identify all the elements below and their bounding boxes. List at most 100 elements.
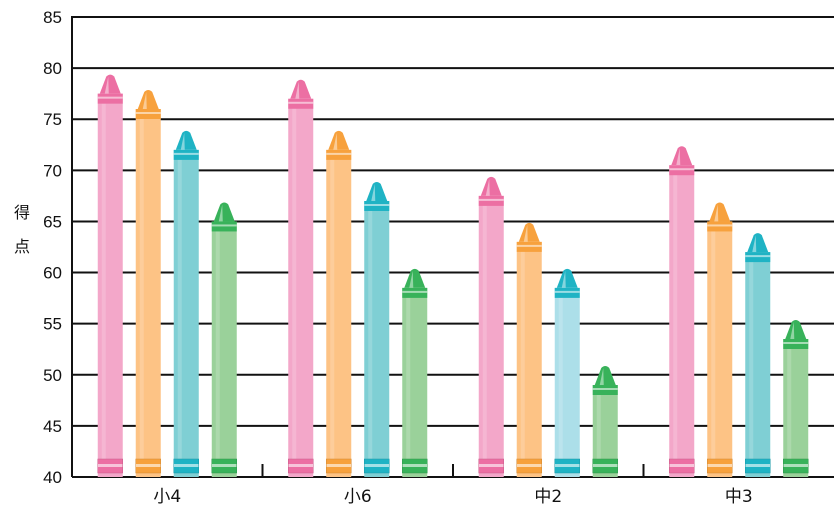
- crayon-bottom-band-edge: [783, 458, 809, 474]
- crayon-tip: [556, 268, 578, 288]
- crayon-bottom-band-edge: [592, 458, 618, 474]
- crayon-shine: [787, 343, 792, 473]
- y-tick-label-70: 70: [43, 161, 62, 180]
- crayon-tip-shine: [676, 148, 681, 166]
- crayon-bottom-band-stripe: [173, 464, 199, 467]
- crayon-bar-2-2: [554, 268, 580, 477]
- crayon-shine: [215, 225, 220, 473]
- crayon-tip-shine: [752, 235, 757, 253]
- crayon-tip: [328, 130, 350, 150]
- crayon-tip-shine: [523, 224, 528, 242]
- crayon-body: [554, 287, 580, 477]
- crayon-body: [173, 149, 199, 477]
- crayon-body: [288, 98, 314, 478]
- crayon-tip-shine: [142, 92, 147, 109]
- crayon-top-band-stripe: [554, 290, 580, 293]
- crayon-body: [326, 149, 352, 477]
- crayon-top-band-stripe: [402, 290, 428, 293]
- crayon-body: [516, 241, 542, 477]
- crayon-tip-shine: [485, 178, 490, 196]
- x-tick-label-0: 小4: [153, 487, 181, 507]
- crayon-bottom-band-stripe: [364, 464, 390, 467]
- crayon-body: [745, 252, 771, 477]
- axis-layer: [71, 16, 834, 478]
- crayon-tip-shine: [714, 204, 719, 222]
- crayon-bottom-band-edge: [669, 458, 695, 474]
- y-tick-label-85: 85: [43, 8, 62, 27]
- crayon-bottom-band-stripe: [592, 464, 618, 467]
- crayon-bottom-band-edge: [364, 458, 390, 474]
- crayon-bottom-band-stripe: [516, 464, 542, 467]
- crayon-body: [478, 195, 504, 477]
- crayon-bar-0-1: [135, 90, 161, 477]
- crayon-bottom-band-stripe: [97, 464, 123, 467]
- x-tick-label-2: 中2: [534, 487, 562, 507]
- crayon-shine: [368, 205, 373, 473]
- crayon-shine: [749, 256, 754, 473]
- crayon-top-band-stripe: [592, 388, 618, 390]
- x-tick-label-3: 中3: [725, 487, 753, 507]
- crayon-top-band-stripe: [173, 152, 199, 155]
- crayon-top-band-stripe: [97, 96, 123, 99]
- crayon-bar-3-0: [669, 146, 695, 477]
- crayon-bottom-band-edge: [402, 458, 428, 474]
- crayon-tip-shine: [561, 270, 566, 288]
- crayon-bar-0-0: [97, 74, 123, 478]
- crayon-body: [402, 287, 428, 477]
- crayon-tip: [137, 90, 159, 109]
- crayon-shine: [177, 153, 182, 473]
- y-tick-label-75: 75: [43, 110, 62, 129]
- crayon-shine: [673, 169, 678, 473]
- crayon-tip: [404, 268, 426, 288]
- crayon-tip-shine: [218, 204, 223, 222]
- crayon-bottom-band-edge: [135, 458, 161, 474]
- crayon-bar-0-3: [211, 202, 237, 477]
- crayon-tip-shine: [333, 132, 338, 150]
- crayon-tip-shine: [180, 132, 185, 150]
- crayon-tip: [480, 176, 502, 196]
- crayon-body: [135, 109, 161, 477]
- crayon-top-band-stripe: [669, 168, 695, 171]
- crayon-body: [669, 165, 695, 477]
- y-tick-label-40: 40: [43, 468, 62, 487]
- crayon-bottom-band-edge: [707, 458, 733, 474]
- crayon-bottom-band-edge: [554, 458, 580, 474]
- crayon-bottom-band-stripe: [707, 464, 733, 467]
- crayon-tip-shine: [409, 270, 414, 288]
- crayon-tip: [366, 182, 388, 201]
- crayon-top-band-stripe: [364, 204, 390, 206]
- crayon-shine: [292, 102, 297, 474]
- crayon-bar-3-1: [707, 202, 733, 477]
- crayon-shine: [406, 291, 411, 473]
- crayon-top-band-stripe: [288, 101, 314, 104]
- crayon-bar-3-2: [745, 233, 771, 477]
- crayon-top-band-stripe: [135, 112, 161, 114]
- crayon-bottom-band-edge: [97, 458, 123, 474]
- crayon-tip-shine: [295, 81, 300, 99]
- crayon-bar-1-3: [402, 268, 428, 477]
- crayon-body: [783, 339, 809, 477]
- crayon-tip: [785, 320, 807, 339]
- x-tick-label-1: 小6: [344, 487, 372, 507]
- crayon-shine: [558, 291, 563, 473]
- crayon-bar-2-0: [478, 176, 504, 477]
- y-tick-label-65: 65: [43, 212, 62, 231]
- crayon-top-band-stripe: [707, 224, 733, 227]
- y-tick-label-80: 80: [43, 59, 62, 78]
- crayon-shine: [520, 245, 525, 473]
- crayon-bar-1-1: [326, 130, 352, 477]
- y-tick-label-55: 55: [43, 315, 62, 334]
- crayon-tip: [99, 74, 121, 94]
- crayon-bottom-band-edge: [173, 458, 199, 474]
- crayon-bottom-band-stripe: [745, 464, 771, 467]
- crayon-shine: [482, 199, 487, 473]
- crayon-bottom-band-edge: [478, 458, 504, 474]
- crayon-bar-1-0: [288, 79, 314, 478]
- crayon-shine: [596, 389, 601, 473]
- crayon-top-band-stripe: [516, 244, 542, 247]
- crayon-tip-shine: [371, 184, 376, 201]
- crayon-bottom-band-stripe: [402, 464, 428, 467]
- crayon-bar-3-3: [783, 320, 809, 477]
- crayon-tip: [747, 233, 769, 253]
